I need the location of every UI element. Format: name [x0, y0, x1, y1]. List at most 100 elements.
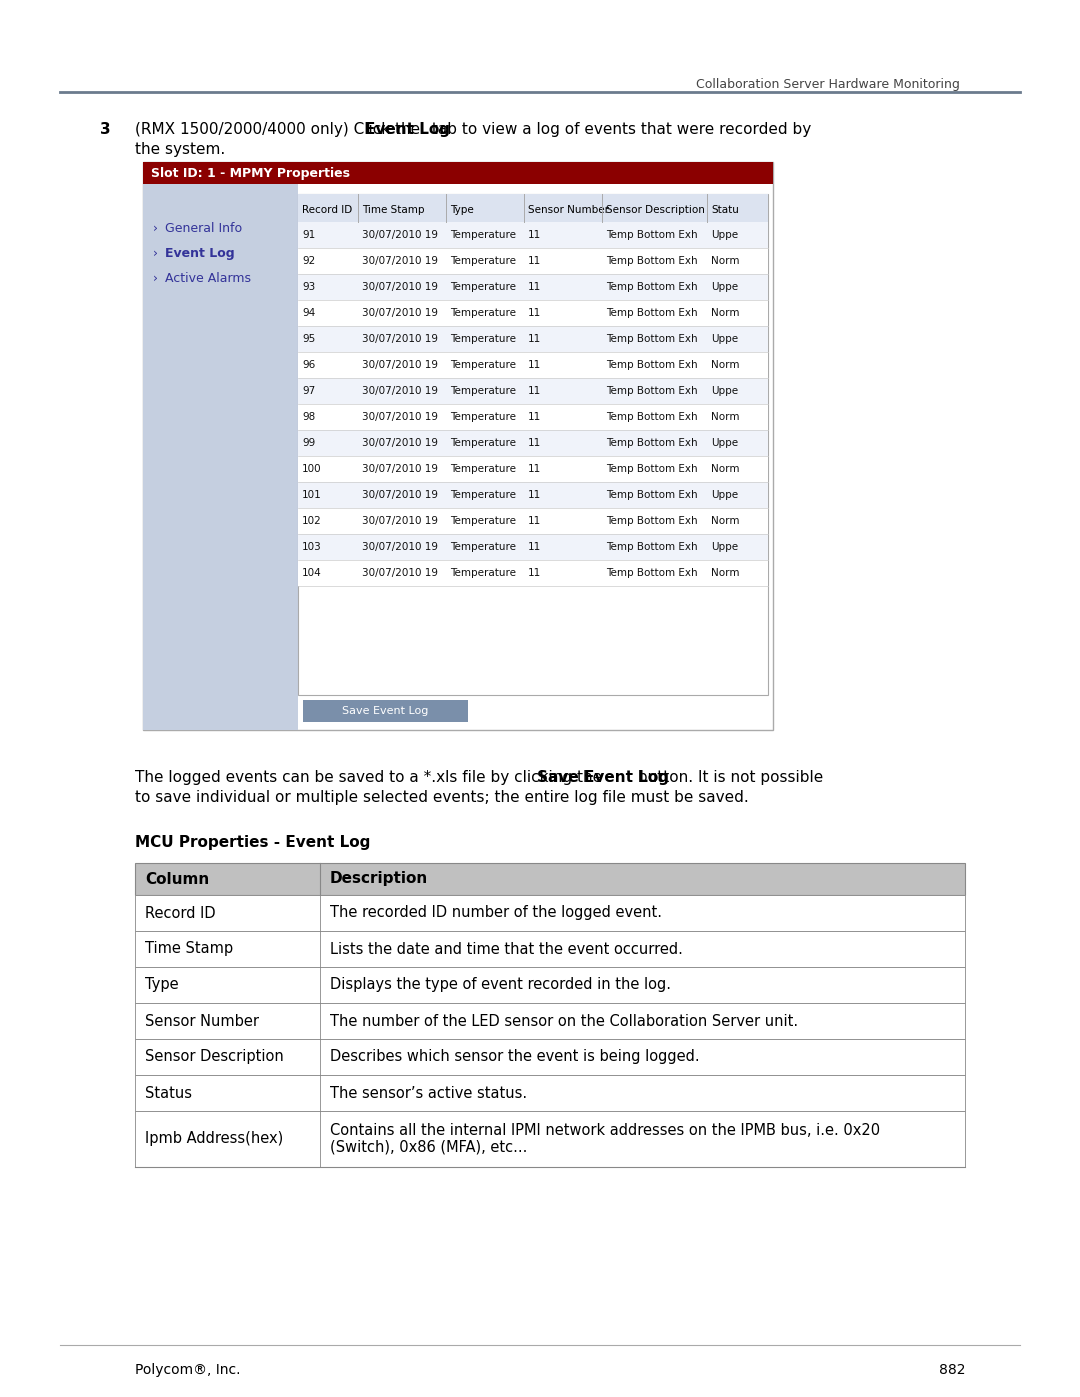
Text: 11: 11: [528, 282, 541, 292]
Bar: [298, 534, 768, 560]
Text: (RMX 1500/2000/4000 only) Click the: (RMX 1500/2000/4000 only) Click the: [135, 122, 426, 137]
Text: Temp Bottom Exh: Temp Bottom Exh: [606, 307, 698, 319]
Text: Temp Bottom Exh: Temp Bottom Exh: [606, 282, 698, 292]
Text: Temp Bottom Exh: Temp Bottom Exh: [606, 360, 698, 370]
Text: 11: 11: [528, 256, 541, 265]
Text: 11: 11: [528, 569, 541, 578]
Text: 94: 94: [302, 307, 315, 319]
Text: The sensor’s active status.: The sensor’s active status.: [330, 1085, 527, 1101]
Text: 30/07/2010 19: 30/07/2010 19: [362, 464, 438, 474]
Bar: [135, 1076, 966, 1111]
Bar: [135, 930, 966, 967]
Text: Sensor Number: Sensor Number: [528, 205, 609, 215]
Text: Type: Type: [450, 205, 474, 215]
Text: 30/07/2010 19: 30/07/2010 19: [362, 439, 438, 448]
Bar: [298, 509, 768, 534]
Text: The number of the LED sensor on the Collaboration Server unit.: The number of the LED sensor on the Coll…: [330, 1013, 798, 1028]
Bar: [298, 300, 768, 326]
Text: 882: 882: [939, 1363, 966, 1377]
Text: button. It is not possible: button. It is not possible: [633, 770, 824, 785]
Text: Uppe: Uppe: [711, 542, 738, 552]
Text: Temperature: Temperature: [450, 569, 516, 578]
Bar: [298, 249, 768, 274]
Bar: [298, 194, 768, 222]
Text: Uppe: Uppe: [711, 490, 738, 500]
Text: 11: 11: [528, 412, 541, 422]
Bar: [135, 895, 966, 930]
Text: ›: ›: [153, 246, 158, 260]
Text: to save individual or multiple selected events; the entire log file must be save: to save individual or multiple selected …: [135, 789, 748, 805]
Text: Save Event Log: Save Event Log: [342, 705, 429, 717]
Text: Temperature: Temperature: [450, 386, 516, 395]
Text: Lists the date and time that the event occurred.: Lists the date and time that the event o…: [330, 942, 683, 957]
Text: Temp Bottom Exh: Temp Bottom Exh: [606, 490, 698, 500]
Text: 99: 99: [302, 439, 315, 448]
Text: Temp Bottom Exh: Temp Bottom Exh: [606, 412, 698, 422]
Text: 11: 11: [528, 515, 541, 527]
Text: 30/07/2010 19: 30/07/2010 19: [362, 412, 438, 422]
Text: 102: 102: [302, 515, 322, 527]
Text: 3: 3: [100, 122, 110, 137]
Text: 95: 95: [302, 334, 315, 344]
Text: 30/07/2010 19: 30/07/2010 19: [362, 490, 438, 500]
Text: Status: Status: [145, 1085, 192, 1101]
Text: ›: ›: [153, 222, 158, 235]
Text: 30/07/2010 19: 30/07/2010 19: [362, 282, 438, 292]
Bar: [298, 194, 768, 694]
Bar: [135, 967, 966, 1003]
Text: Temp Bottom Exh: Temp Bottom Exh: [606, 386, 698, 395]
Text: Uppe: Uppe: [711, 386, 738, 395]
Text: 104: 104: [302, 569, 322, 578]
Bar: [143, 162, 773, 731]
Bar: [298, 482, 768, 509]
Bar: [143, 162, 773, 184]
Text: Save Event Log: Save Event Log: [537, 770, 669, 785]
Text: 91: 91: [302, 231, 315, 240]
Text: Uppe: Uppe: [711, 439, 738, 448]
Text: Collaboration Server Hardware Monitoring: Collaboration Server Hardware Monitoring: [697, 78, 960, 91]
Text: Temperature: Temperature: [450, 231, 516, 240]
Text: Temperature: Temperature: [450, 360, 516, 370]
Text: Uppe: Uppe: [711, 334, 738, 344]
Text: Temperature: Temperature: [450, 490, 516, 500]
Text: Temperature: Temperature: [450, 464, 516, 474]
Text: 11: 11: [528, 307, 541, 319]
Text: Norm: Norm: [711, 307, 740, 319]
Bar: [298, 352, 768, 379]
Text: Event Log: Event Log: [365, 122, 449, 137]
Text: Time Stamp: Time Stamp: [145, 942, 233, 957]
Text: Norm: Norm: [711, 412, 740, 422]
Text: Time Stamp: Time Stamp: [362, 205, 424, 215]
Text: 101: 101: [302, 490, 322, 500]
Text: Temp Bottom Exh: Temp Bottom Exh: [606, 464, 698, 474]
Text: 11: 11: [528, 490, 541, 500]
Text: the system.: the system.: [135, 142, 226, 156]
Bar: [143, 184, 298, 731]
Bar: [298, 222, 768, 249]
Text: 11: 11: [528, 464, 541, 474]
Text: Temp Bottom Exh: Temp Bottom Exh: [606, 439, 698, 448]
Text: Temp Bottom Exh: Temp Bottom Exh: [606, 515, 698, 527]
Text: 96: 96: [302, 360, 315, 370]
Text: 11: 11: [528, 542, 541, 552]
Text: Norm: Norm: [711, 569, 740, 578]
Text: Uppe: Uppe: [711, 282, 738, 292]
Text: 93: 93: [302, 282, 315, 292]
Text: 98: 98: [302, 412, 315, 422]
Text: Temp Bottom Exh: Temp Bottom Exh: [606, 256, 698, 265]
Text: Sensor Number: Sensor Number: [145, 1013, 259, 1028]
Text: Record ID: Record ID: [302, 205, 352, 215]
Text: 30/07/2010 19: 30/07/2010 19: [362, 515, 438, 527]
Text: MCU Properties - Event Log: MCU Properties - Event Log: [135, 835, 370, 849]
Text: Polycom®, Inc.: Polycom®, Inc.: [135, 1363, 241, 1377]
Text: Slot ID: 1 - MPMY Properties: Slot ID: 1 - MPMY Properties: [151, 166, 350, 179]
Text: 97: 97: [302, 386, 315, 395]
Text: Temp Bottom Exh: Temp Bottom Exh: [606, 334, 698, 344]
Bar: [298, 430, 768, 455]
Text: Statu: Statu: [711, 205, 739, 215]
Text: Temp Bottom Exh: Temp Bottom Exh: [606, 569, 698, 578]
Text: Norm: Norm: [711, 515, 740, 527]
Bar: [298, 455, 768, 482]
Bar: [298, 560, 768, 585]
Bar: [135, 1111, 966, 1166]
